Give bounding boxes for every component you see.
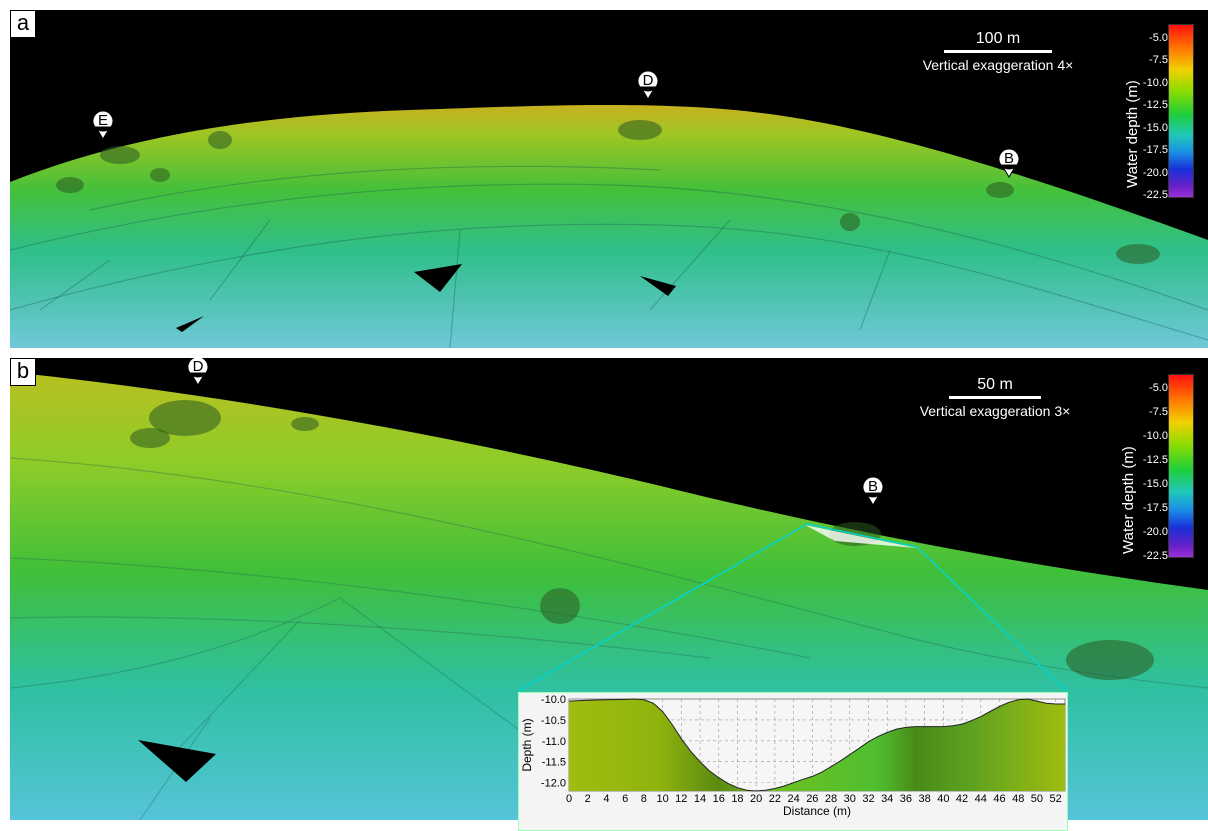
marker-d: D bbox=[637, 70, 659, 100]
colorbar-ticks: -5.0 -7.5 -10.0 -12.5 -15.0 -17.5 -20.0 … bbox=[1128, 24, 1168, 201]
colorbar-title: Water depth (m) bbox=[1124, 80, 1141, 188]
scale-bar-b: 50 m Vertical exaggeration 3× bbox=[900, 376, 1090, 419]
tick: -20.0 bbox=[1142, 167, 1168, 179]
x-tick-label: 4 bbox=[603, 793, 609, 805]
marker-label: B bbox=[867, 478, 878, 495]
profile-svg: 0 2 4 6 8 10 12 14 16 18 20 22 24 26 28 30 32 34 36 38 40 42 4… bbox=[520, 694, 1066, 818]
y-axis-label: Depth (m) bbox=[520, 718, 534, 771]
x-tick-label: 16 bbox=[713, 793, 725, 805]
marker-label: D bbox=[642, 72, 654, 89]
scale-line bbox=[949, 396, 1041, 399]
marker-pin-icon bbox=[862, 476, 884, 506]
x-tick-label: 40 bbox=[937, 793, 949, 805]
panel-a: a E D B 100 m Vertical exaggeration 4× -… bbox=[10, 10, 1208, 348]
tick: -12.5 bbox=[1142, 99, 1168, 111]
x-tick-label: 14 bbox=[694, 793, 706, 805]
x-tick-label: 52 bbox=[1050, 793, 1062, 805]
tick: -7.5 bbox=[1149, 54, 1168, 66]
x-tick-label: 0 bbox=[566, 793, 572, 805]
depth-profile-chart: 0 2 4 6 8 10 12 14 16 18 20 22 24 26 28 30 32 34 36 38 40 42 4… bbox=[518, 692, 1068, 831]
tick: -5.0 bbox=[1149, 382, 1168, 394]
tick: -17.5 bbox=[1142, 502, 1168, 514]
x-tick-label: 42 bbox=[956, 793, 968, 805]
x-tick-label: 44 bbox=[975, 793, 987, 805]
tick: -15.0 bbox=[1142, 122, 1168, 134]
tick: -15.0 bbox=[1142, 478, 1168, 490]
x-tick-label: 10 bbox=[656, 793, 668, 805]
x-tick-label: 2 bbox=[585, 793, 591, 805]
marker-label: E bbox=[97, 112, 108, 129]
x-tick-label: 8 bbox=[641, 793, 647, 805]
scale-text: 50 m bbox=[977, 376, 1013, 393]
colorbar-gradient bbox=[1168, 24, 1194, 198]
marker-d: D bbox=[187, 358, 209, 386]
x-tick-label: 6 bbox=[622, 793, 628, 805]
tick: -10.0 bbox=[1142, 430, 1168, 442]
marker-b: B bbox=[998, 148, 1020, 178]
profile-line bbox=[568, 698, 1065, 792]
colorbar-gradient bbox=[1168, 374, 1194, 558]
marker-label: D bbox=[192, 358, 204, 375]
profile-area bbox=[569, 699, 1065, 791]
x-tick-label: 32 bbox=[862, 793, 874, 805]
exaggeration-text: Vertical exaggeration 3× bbox=[919, 403, 1071, 419]
x-axis-label: Distance (m) bbox=[783, 804, 851, 818]
scale-text: 100 m bbox=[975, 30, 1021, 47]
marker-b: B bbox=[862, 476, 884, 506]
y-tick-label: -12.0 bbox=[541, 778, 566, 790]
x-tick-label: 12 bbox=[675, 793, 687, 805]
x-tick-label: 50 bbox=[1031, 793, 1043, 805]
x-tick-label: 18 bbox=[731, 793, 743, 805]
marker-label: B bbox=[1003, 150, 1014, 167]
y-tick-label: -11.5 bbox=[542, 757, 566, 769]
tick: -10.0 bbox=[1142, 77, 1168, 89]
colorbar-a: -5.0 -7.5 -10.0 -12.5 -15.0 -17.5 -20.0 … bbox=[1124, 20, 1194, 205]
x-tick-label: 20 bbox=[750, 793, 762, 805]
tick: -5.0 bbox=[1149, 32, 1168, 44]
marker-pin-icon bbox=[92, 110, 114, 140]
panel-label: b bbox=[10, 358, 36, 386]
x-tick-label: 34 bbox=[881, 793, 893, 805]
x-tick-label: 24 bbox=[787, 793, 799, 805]
x-tick-label: 38 bbox=[918, 793, 930, 805]
y-tick-label: -11.0 bbox=[542, 736, 566, 748]
colorbar-b: -5.0 -7.5 -10.0 -12.5 -15.0 -17.5 -20.0 … bbox=[1120, 368, 1194, 568]
x-tick-label: 26 bbox=[806, 793, 818, 805]
x-tick-label: 48 bbox=[1012, 793, 1024, 805]
scale-line bbox=[944, 50, 1052, 53]
y-tick-label: -10.5 bbox=[541, 715, 566, 727]
colorbar-title: Water depth (m) bbox=[1120, 446, 1137, 554]
colorbar-ticks: -5.0 -7.5 -10.0 -12.5 -15.0 -17.5 -20.0 … bbox=[1128, 374, 1168, 562]
marker-pin-icon bbox=[637, 70, 659, 100]
x-tick-label: 30 bbox=[844, 793, 856, 805]
tick: -22.5 bbox=[1142, 550, 1168, 562]
exaggeration-text: Vertical exaggeration 4× bbox=[922, 57, 1074, 73]
tick: -12.5 bbox=[1142, 454, 1168, 466]
x-tick-label: 46 bbox=[993, 793, 1005, 805]
x-tick-label: 22 bbox=[769, 793, 781, 805]
tick: -20.0 bbox=[1142, 526, 1168, 538]
marker-e: E bbox=[92, 110, 114, 140]
scale-bar-a: 100 m Vertical exaggeration 4× bbox=[908, 30, 1088, 73]
terrain-a bbox=[10, 104, 1208, 348]
x-tick-label: 28 bbox=[825, 793, 837, 805]
marker-pin-icon bbox=[998, 148, 1020, 178]
panel-label: a bbox=[10, 10, 36, 38]
x-tick-label: 36 bbox=[900, 793, 912, 805]
y-tick-label: -10.0 bbox=[541, 694, 566, 706]
marker-pin-icon bbox=[187, 358, 209, 386]
tick: -7.5 bbox=[1149, 406, 1168, 418]
tick: -17.5 bbox=[1142, 144, 1168, 156]
tick: -22.5 bbox=[1142, 189, 1168, 201]
